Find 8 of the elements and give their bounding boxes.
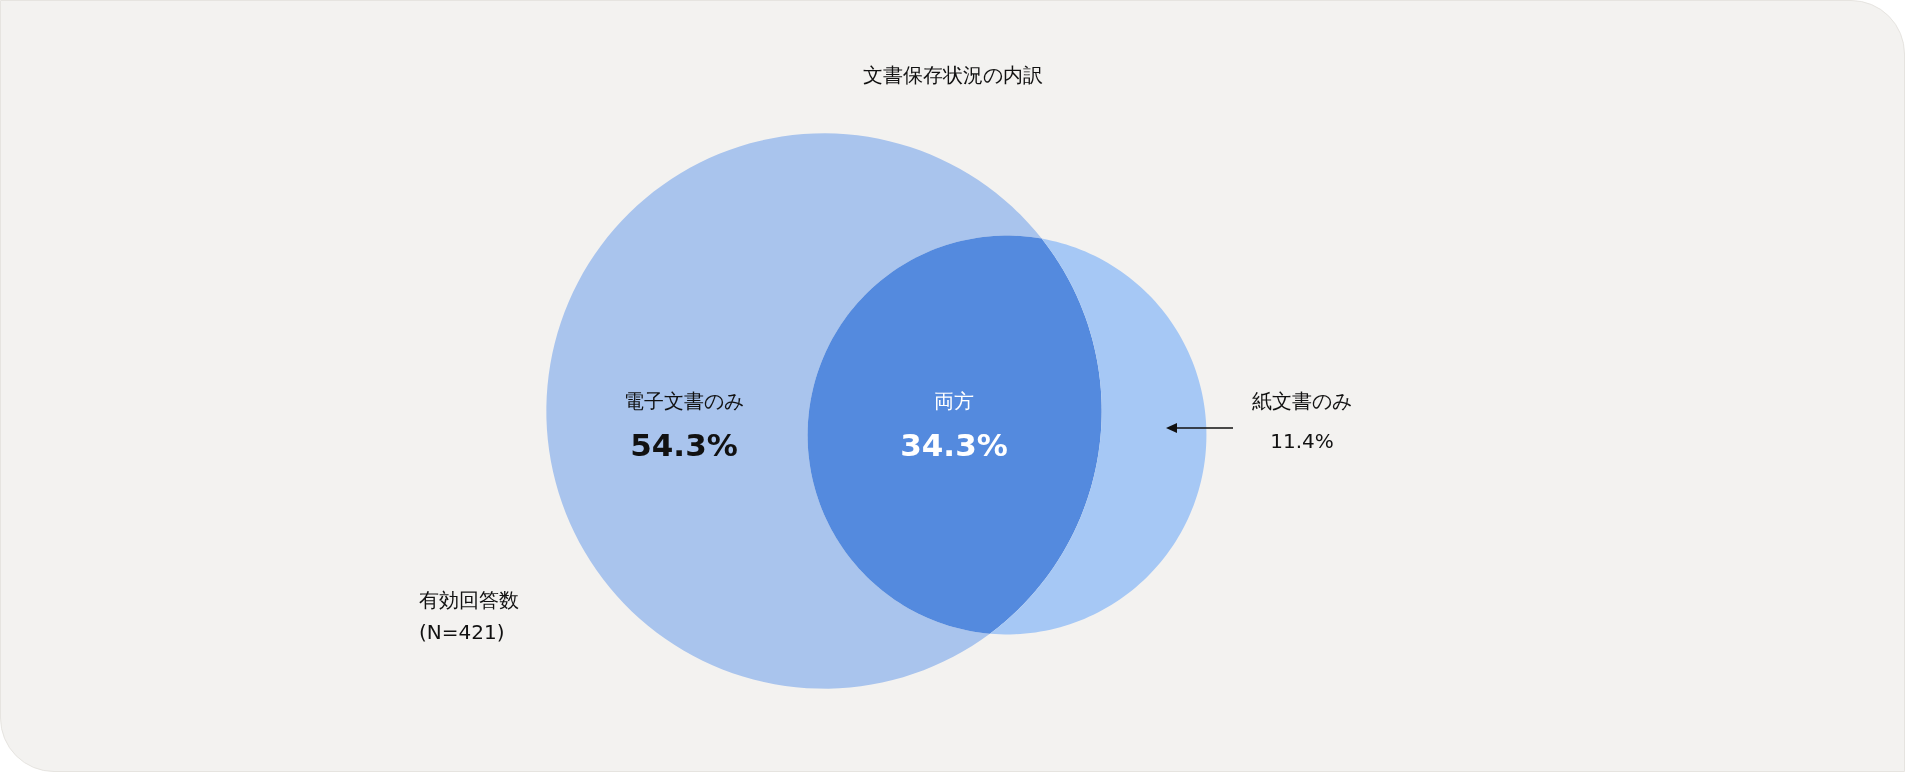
category-label: 電子文書のみ — [624, 389, 744, 413]
data-label: 54.3% — [630, 427, 738, 463]
category-label: 紙文書のみ — [1252, 389, 1352, 413]
text: 有効回答数 (N=421) — [419, 588, 519, 644]
text: 文書保存状況の内訳 — [862, 63, 1043, 87]
data-label: 34.3% — [900, 427, 1008, 463]
data-label: 11.4% — [1270, 429, 1334, 453]
category-label: 両方 — [934, 389, 974, 413]
